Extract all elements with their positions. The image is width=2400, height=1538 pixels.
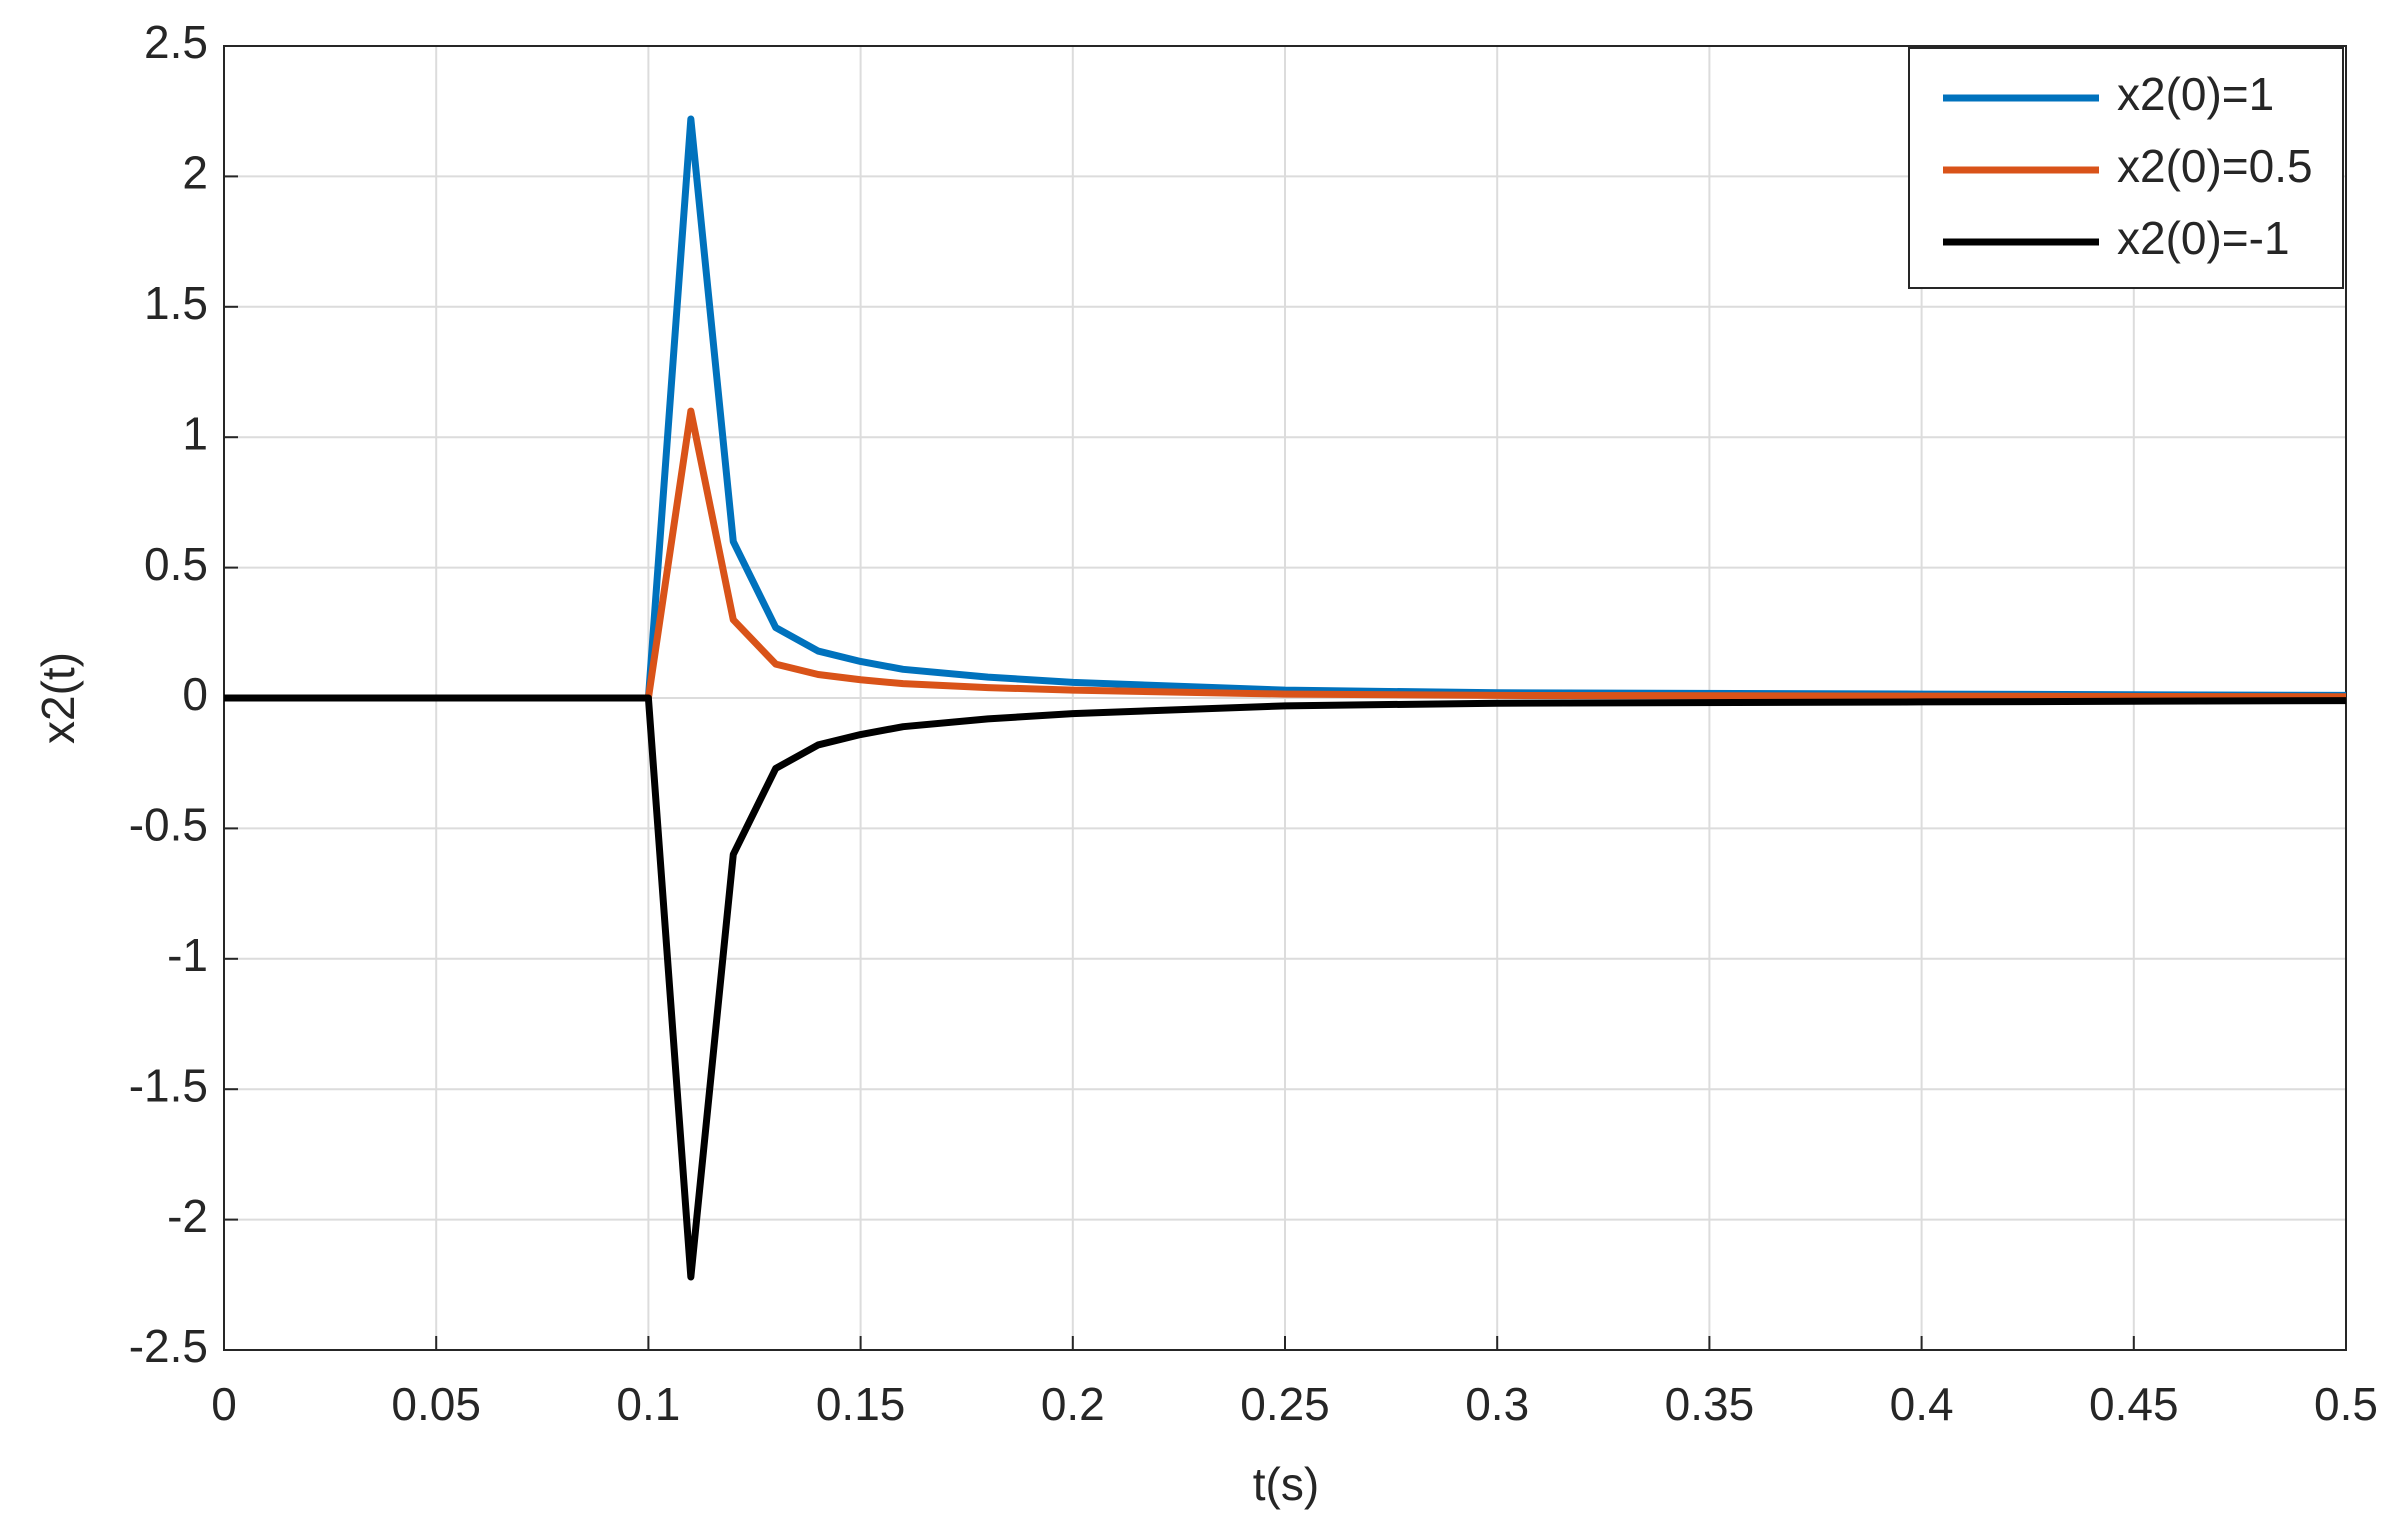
- legend-label: x2(0)=1: [2117, 68, 2274, 120]
- series-line: [224, 407, 2347, 702]
- x-tick-label: 0.4: [1890, 1378, 1954, 1430]
- y-tick-label: 0.5: [144, 538, 208, 590]
- y-tick-label: -1: [167, 929, 208, 981]
- x-tick-label: 0: [211, 1378, 237, 1430]
- legend-label: x2(0)=-1: [2117, 212, 2290, 264]
- y-tick-label: -0.5: [129, 799, 208, 851]
- x-tick-label: 0.35: [1665, 1378, 1755, 1430]
- y-axis-label: x2(t): [32, 652, 84, 744]
- legend-label: x2(0)=0.5: [2117, 140, 2313, 192]
- x-tick-label: 0.15: [816, 1378, 906, 1430]
- x-tick-label: 0.5: [2314, 1378, 2378, 1430]
- series-line: [224, 694, 2347, 1281]
- y-tick-label: -2: [167, 1190, 208, 1242]
- x-tick-label: 0.05: [391, 1378, 481, 1430]
- y-tick-label: 2.5: [144, 16, 208, 68]
- x-tick-label: 0.3: [1465, 1378, 1529, 1430]
- y-tick-label: 0: [182, 668, 208, 720]
- y-tick-label: -2.5: [129, 1320, 208, 1372]
- y-tick-label: 1: [182, 407, 208, 459]
- x-tick-label: 0.1: [616, 1378, 680, 1430]
- x-tick-label: 0.2: [1041, 1378, 1105, 1430]
- y-tick-label: -1.5: [129, 1059, 208, 1111]
- x-tick-label: 0.45: [2089, 1378, 2179, 1430]
- y-tick-label: 2: [182, 147, 208, 199]
- x-tick-label: 0.25: [1240, 1378, 1330, 1430]
- x-axis-label: t(s): [1253, 1458, 1319, 1510]
- y-tick-label: 1.5: [144, 277, 208, 329]
